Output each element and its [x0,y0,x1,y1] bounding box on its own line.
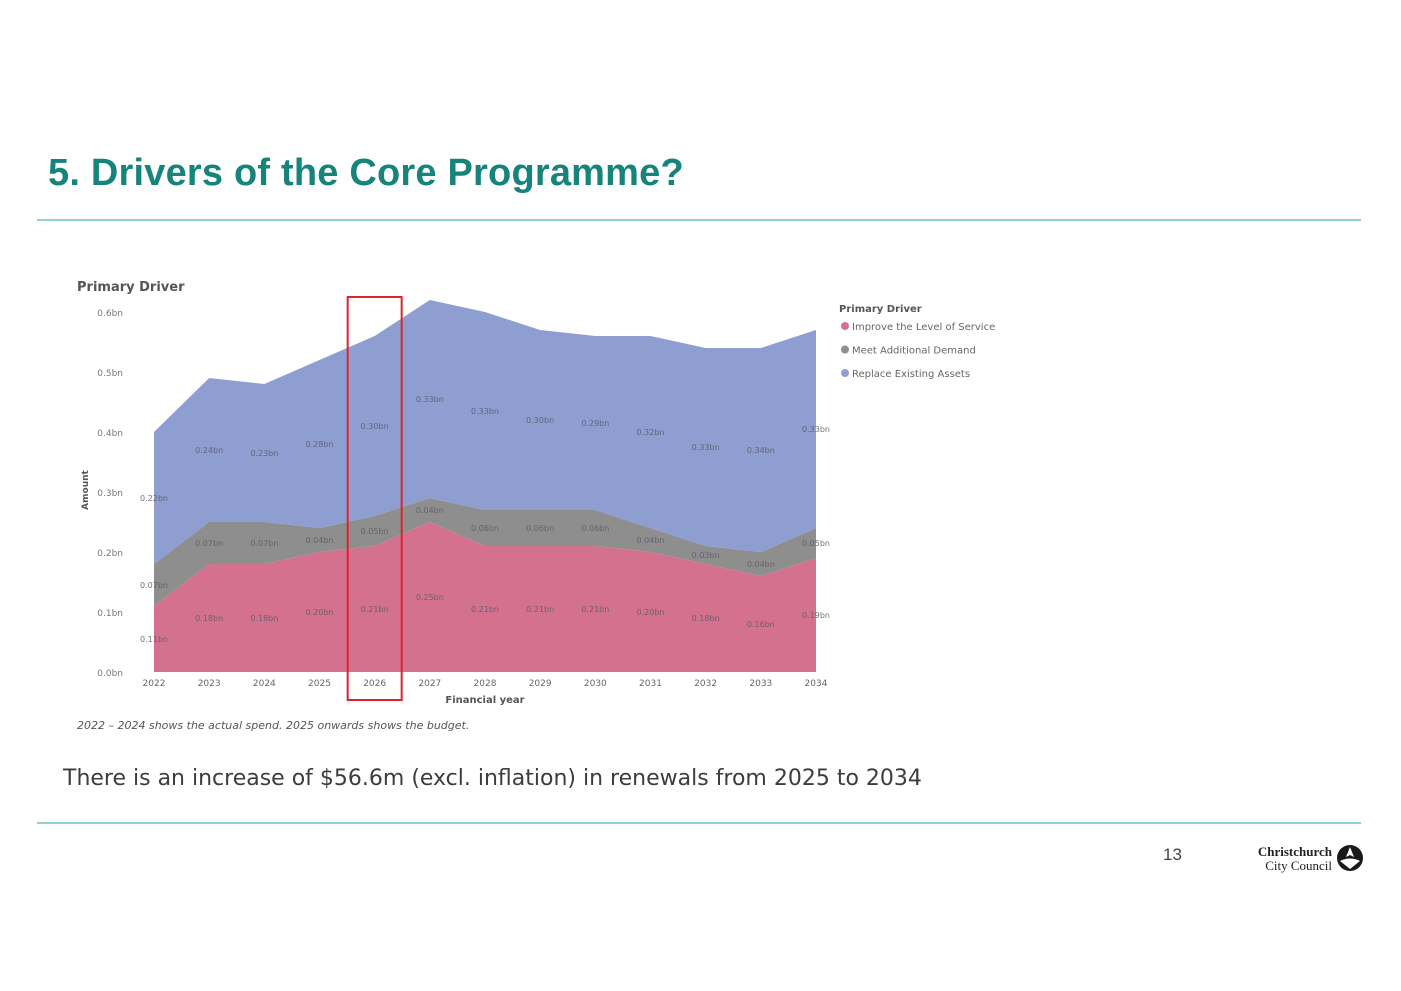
x-tick-label: 2028 [474,679,497,689]
y-tick-label: 0.5bn [97,369,123,379]
data-label: 0.05bn [361,527,389,536]
data-label: 0.03bn [692,551,720,560]
data-label: 0.21bn [471,605,499,614]
data-label: 0.18bn [250,614,278,623]
logo-line-1: Christchurch [1257,844,1332,859]
data-label: 0.06bn [581,524,609,533]
y-tick-label: 0.4bn [97,429,123,439]
data-label: 0.18bn [692,614,720,623]
data-label: 0.33bn [471,407,499,416]
data-label: 0.28bn [306,440,334,449]
x-axis-label: Financial year [445,695,524,706]
legend-swatch [841,369,849,377]
x-tick-label: 2027 [418,679,441,689]
council-logo: Christchurch City Council [1246,843,1364,875]
data-label: 0.07bn [195,539,223,548]
title-divider [37,219,1361,221]
data-label: 0.16bn [747,620,775,629]
data-label: 0.06bn [526,524,554,533]
x-tick-label: 2031 [639,679,662,689]
data-label: 0.23bn [250,449,278,458]
data-label: 0.34bn [747,446,775,455]
data-label: 0.21bn [361,605,389,614]
data-label: 0.05bn [802,539,830,548]
y-tick-label: 0.3bn [97,489,123,499]
data-label: 0.04bn [747,560,775,569]
footer-divider [37,822,1361,824]
x-tick-label: 2023 [198,679,221,689]
data-label: 0.25bn [416,593,444,602]
legend-swatch [841,345,849,354]
data-label: 0.32bn [637,428,665,437]
data-label: 0.20bn [306,608,334,617]
slide-title: 5. Drivers of the Core Programme? [48,152,684,194]
x-tick-label: 2029 [529,679,552,689]
area-meet-additional-demand [154,498,816,606]
data-label: 0.29bn [581,419,609,428]
y-tick-label: 0.1bn [97,609,123,619]
data-label: 0.33bn [802,425,830,434]
x-tick-label: 2026 [363,679,386,689]
data-label: 0.33bn [692,443,720,452]
legend-title: Primary Driver [839,304,922,315]
data-label: 0.33bn [416,395,444,404]
x-tick-label: 2030 [584,679,607,689]
y-tick-label: 0.2bn [97,549,123,559]
legend-item: Improve the Level of Service [852,322,995,333]
summary-text: There is an increase of $56.6m (excl. in… [63,766,922,791]
data-label: 0.04bn [637,536,665,545]
data-label: 0.06bn [471,524,499,533]
chart-footnote: 2022 – 2024 shows the actual spend. 2025… [77,719,469,732]
data-label: 0.20bn [637,608,665,617]
data-label: 0.24bn [195,446,223,455]
legend-swatch [841,322,849,330]
cathedral-logo-icon [1337,845,1363,871]
data-label: 0.07bn [250,539,278,548]
data-label: 0.21bn [581,605,609,614]
y-axis-label: Amount [81,469,91,509]
data-label: 0.04bn [416,506,444,515]
x-tick-label: 2033 [749,679,772,689]
data-label: 0.11bn [140,635,168,644]
x-tick-label: 2022 [143,679,166,689]
x-tick-label: 2034 [805,679,828,689]
highlight-box-2026 [346,296,403,701]
data-label: 0.07bn [140,581,168,590]
y-tick-label: 0.0bn [97,669,123,679]
area-improve-the-level-of-service [154,522,816,672]
chart-title: Primary Driver [77,280,185,295]
data-label: 0.04bn [306,536,334,545]
legend-item: Replace Existing Assets [852,369,970,380]
y-tick-label: 0.6bn [97,309,123,319]
data-label: 0.22bn [140,494,168,503]
x-tick-label: 2024 [253,679,276,689]
data-label: 0.21bn [526,605,554,614]
x-tick-label: 2025 [308,679,331,689]
x-tick-label: 2032 [694,679,717,689]
data-label: 0.19bn [802,611,830,620]
data-label: 0.18bn [195,614,223,623]
data-label: 0.30bn [526,416,554,425]
page-number: 13 [1163,845,1182,864]
primary-driver-chart: Primary Driver 0.0bn 0.1bn 0.2bn 0.3bn 0.4bn 0… [77,280,995,732]
logo-line-2: City Council [1265,858,1332,873]
legend-item: Meet Additional Demand [852,346,976,357]
area-replace-existing-assets [154,300,816,564]
data-label: 0.30bn [361,422,389,431]
